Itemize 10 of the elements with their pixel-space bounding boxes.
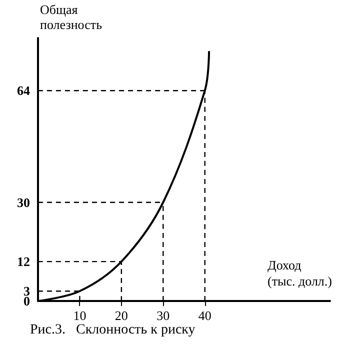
y-axis-title: Общая полезность (40, 2, 102, 32)
x-tick-label: 10 (73, 308, 86, 323)
y-tick-label: 12 (17, 254, 30, 270)
text: Рис.3. Склонность к риску (30, 322, 196, 338)
x-tick-label: 20 (114, 308, 128, 323)
y-tick-label: 30 (17, 194, 30, 210)
x-tick-label: 40 (198, 308, 212, 323)
x-axis-title: Доход (тыс. долл.) (267, 258, 332, 288)
y-tick-label: 64 (17, 83, 30, 98)
x-tick-label: 30 (156, 308, 170, 323)
